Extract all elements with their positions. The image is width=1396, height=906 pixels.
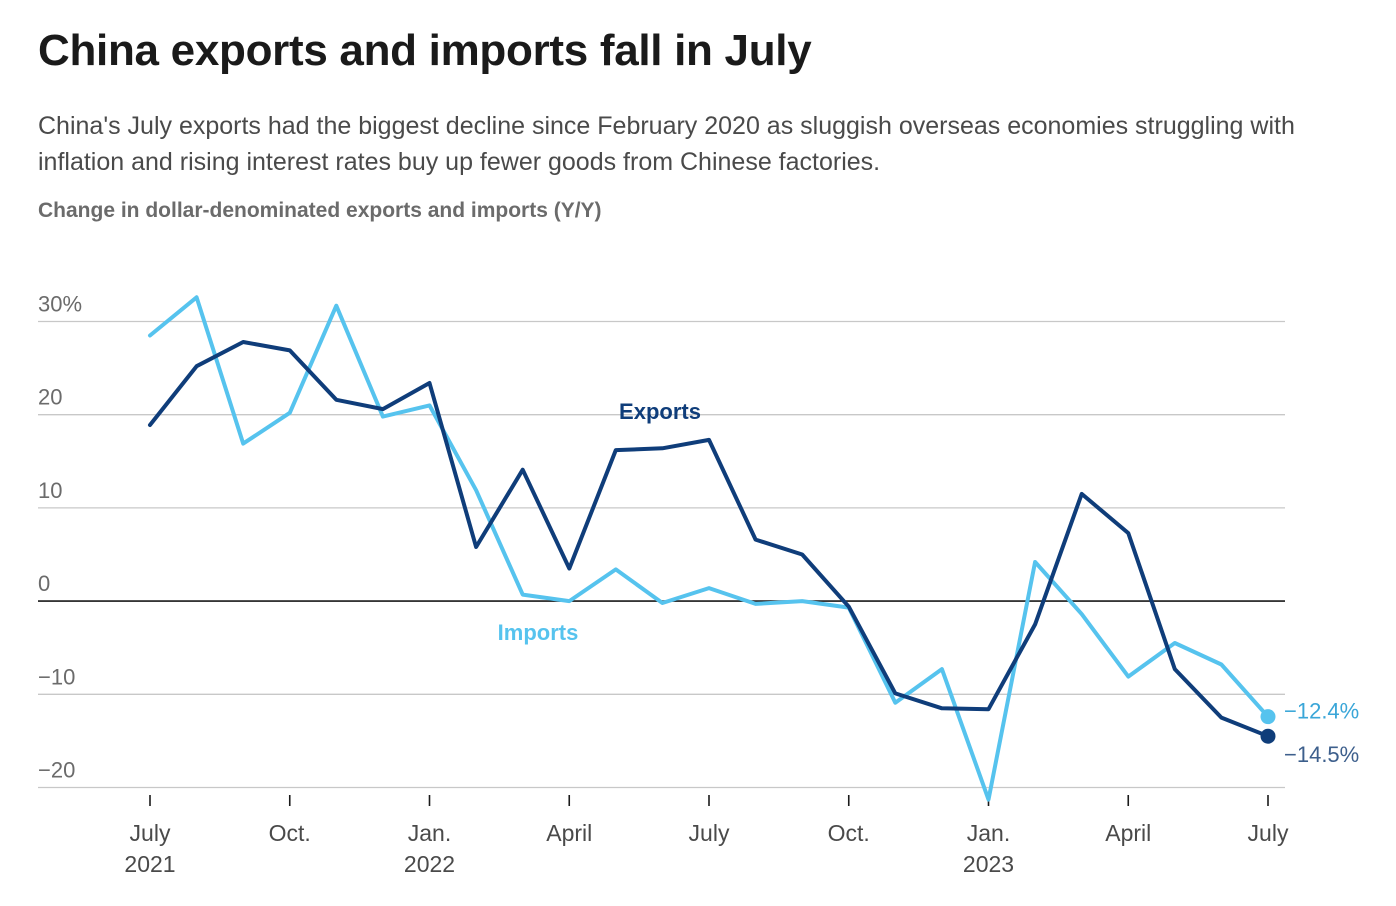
chart-subtitle: China's July exports had the biggest dec…: [38, 112, 1295, 176]
x-axis: July 2021 Oct. Jan. 2022 April July Oct. Jan. 202…: [124, 795, 1289, 877]
x-tick-label: April: [1105, 820, 1151, 846]
y-axis-ticks: 30% 20 10 0 −10 −20: [38, 292, 82, 783]
chart-measure-label: Change in dollar-denominated exports and…: [38, 199, 602, 222]
exports-series-label: Exports: [619, 399, 701, 424]
series-lines: [148, 295, 1270, 802]
y-tick-label: 20: [38, 385, 62, 410]
exports-line: [148, 340, 1270, 739]
imports-end-value-label: −12.4%: [1284, 699, 1359, 724]
x-tick-label: Jan.: [967, 820, 1010, 846]
x-tick-label: April: [546, 820, 592, 846]
y-tick-label: −20: [38, 758, 75, 783]
series-labels: Exports Imports −12.4% −14.5%: [498, 399, 1360, 767]
y-tick-label: 0: [38, 571, 50, 596]
end-markers: [1260, 709, 1276, 744]
y-tick-label: 10: [38, 478, 62, 503]
imports-line: [148, 295, 1270, 802]
y-tick-label: 30%: [38, 292, 82, 317]
exports-end-marker: [1260, 728, 1276, 744]
exports-end-value-label: −14.5%: [1284, 742, 1359, 767]
x-tick-label: July: [1248, 820, 1289, 846]
x-tick-label: Oct.: [269, 820, 311, 846]
chart-title: China exports and imports fall in July: [38, 26, 812, 75]
x-tick-label: Oct.: [828, 820, 870, 846]
x-tick-label: Jan.: [408, 820, 451, 846]
x-tick-label: July: [130, 820, 171, 846]
x-tick-year-label: 2023: [963, 851, 1014, 877]
x-tick-year-label: 2021: [124, 851, 175, 877]
imports-series-label: Imports: [498, 620, 579, 645]
imports-end-marker: [1260, 709, 1276, 725]
x-tick-year-label: 2022: [404, 851, 455, 877]
y-tick-label: −10: [38, 664, 75, 689]
x-tick-label: July: [689, 820, 730, 846]
